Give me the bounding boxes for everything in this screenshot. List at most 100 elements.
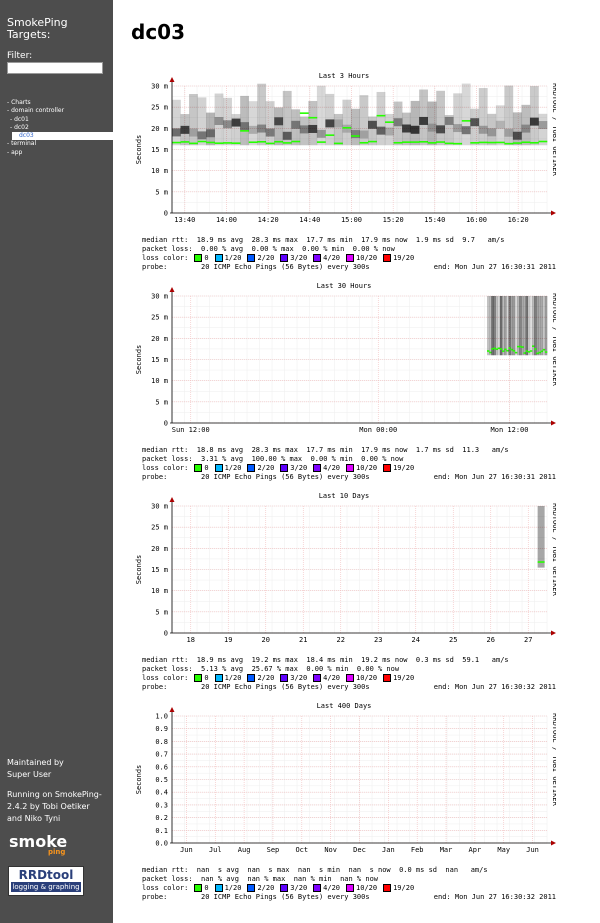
- smoke-band: [525, 296, 529, 356]
- loss-color-swatch-label: 1/20: [224, 254, 242, 262]
- median-mark: [497, 347, 501, 350]
- median-mark: [487, 141, 497, 144]
- menu-item-app[interactable]: - app: [7, 148, 23, 156]
- y-tick-label: 0: [164, 630, 168, 638]
- median-rtt-line: median rtt: 18.8 ms avg 28.3 ms max 17.7…: [142, 446, 509, 454]
- smoke-band: [427, 123, 437, 132]
- sidebar-title: SmokePing Targets:: [7, 17, 68, 41]
- x-tick-label: 15:20: [383, 216, 404, 224]
- median-mark: [257, 140, 267, 143]
- median-mark: [410, 141, 420, 143]
- smoke-band: [497, 296, 501, 356]
- menu-item-domain-controller[interactable]: - domain controller: [7, 107, 65, 115]
- smoke-band: [206, 129, 215, 138]
- median-mark: [291, 140, 301, 143]
- x-axis-arrow: [551, 630, 556, 636]
- packet-loss-line: packet loss: 3.31 % avg 100.00 % max 0.0…: [142, 455, 404, 463]
- smoke-band: [240, 122, 250, 131]
- y-tick-label: 0.9: [155, 725, 168, 733]
- x-tick-label: 23: [374, 636, 382, 644]
- smoke-band: [427, 101, 437, 146]
- x-axis-arrow: [551, 210, 556, 216]
- median-mark: [502, 350, 505, 352]
- smoke-band: [197, 97, 207, 146]
- y-tick-label: 30 m: [151, 83, 168, 91]
- y-tick-label: 0.7: [155, 751, 168, 759]
- x-tick-label: Mon 00:00: [359, 426, 397, 434]
- rrdtool-logo[interactable]: RRDtool logging & graphing: [8, 866, 84, 896]
- median-mark: [540, 350, 544, 353]
- filter-input[interactable]: [7, 62, 103, 74]
- median-mark: [189, 142, 198, 145]
- loss-color-swatch: [383, 464, 392, 472]
- menu-item-dc03[interactable]: dc03: [12, 132, 120, 141]
- smoke-band: [478, 88, 488, 146]
- probe-info: probe: 20 ICMP Echo Pings (56 Bytes) eve…: [142, 473, 370, 481]
- smoke-band: [308, 100, 318, 146]
- x-tick-label: 26: [487, 636, 495, 644]
- smoke-band: [491, 296, 494, 356]
- graph-last-400-days: Last 400 Days Seconds RRDTOOL / TOBI OETIK…: [132, 696, 556, 902]
- x-tick-label: 19: [224, 636, 232, 644]
- loss-color-legend: loss color: 0 1/20 2/20 3/20 4/20 10/20 19/20: [142, 464, 556, 473]
- graph-canvas: Last 10 Days Seconds RRDTOOL / TOBI OETIKE…: [135, 492, 556, 644]
- y-tick-label: 0.4: [155, 789, 168, 797]
- probe-info: probe: 20 ICMP Echo Pings (56 Bytes) eve…: [142, 893, 370, 901]
- smoke-band: [342, 124, 352, 133]
- smoke-band: [512, 112, 522, 146]
- menu-item-charts[interactable]: - Charts: [7, 99, 31, 106]
- smoke-band: [487, 296, 490, 356]
- end-time: end: Mon Jun 27 16:30:31 2011: [433, 263, 556, 271]
- x-tick-label: 22: [337, 636, 345, 644]
- maintainer-name[interactable]: Super User: [7, 770, 52, 779]
- smoke-band: [206, 112, 215, 146]
- median-mark: [514, 351, 518, 354]
- smoke-band: [231, 118, 241, 127]
- smoke-band: [214, 93, 224, 146]
- probe-line: probe: 20 ICMP Echo Pings (56 Bytes) eve…: [142, 683, 556, 692]
- rrdtool-logo-text: RRDtool: [18, 868, 74, 882]
- x-tick-label: Sun 12:00: [172, 426, 210, 434]
- menu-item-dc02[interactable]: - dc02: [10, 123, 29, 131]
- median-mark: [436, 141, 446, 143]
- y-tick-label: 15 m: [151, 356, 168, 364]
- x-tick-label: 18: [187, 636, 195, 644]
- x-tick-label: Mar: [440, 846, 453, 854]
- y-tick-label: 5 m: [155, 608, 168, 616]
- y-axis-label: Seconds: [135, 765, 143, 795]
- packet-loss-line: packet loss: 5.13 % avg 25.67 % max 0.00…: [142, 665, 400, 673]
- loss-color-swatch: [247, 464, 256, 472]
- rrdtool-logo-sub: logging & graphing: [11, 882, 81, 892]
- median-mark: [544, 351, 548, 353]
- loss-color-swatch-label: 0: [204, 674, 209, 682]
- smoke-band: [521, 124, 531, 133]
- loss-color-swatch: [280, 674, 289, 682]
- y-tick-label: 30 m: [151, 503, 168, 511]
- menu-item-terminal[interactable]: - terminal: [7, 140, 37, 148]
- smoke-band: [532, 296, 535, 356]
- smoke-band: [523, 296, 526, 356]
- smoke-band: [402, 124, 411, 133]
- smoke-band: [299, 116, 309, 146]
- median-mark: [376, 114, 386, 117]
- median-mark: [534, 348, 537, 350]
- y-tick-label: 0.2: [155, 814, 168, 822]
- median-mark: [223, 142, 232, 144]
- loss-color-swatch-label: 1/20: [224, 674, 242, 682]
- loss-color-swatch-label: 1/20: [224, 884, 242, 892]
- smoke-band: [504, 85, 514, 146]
- smoke-band: [189, 94, 198, 146]
- graph-title: Last 3 Hours: [319, 72, 370, 80]
- graph-title: Last 30 Hours: [317, 282, 372, 290]
- smoke-band: [214, 117, 224, 126]
- filter-label: Filter:: [7, 51, 33, 61]
- median-mark: [529, 350, 533, 352]
- median-mark: [206, 141, 215, 144]
- median-mark: [214, 142, 224, 144]
- y-tick-label: 10 m: [151, 167, 168, 175]
- smoke-band: [223, 120, 232, 129]
- smokeping-logo[interactable]: smoke ping: [8, 832, 82, 856]
- smoke-band: [223, 97, 232, 146]
- median-mark: [478, 141, 488, 144]
- menu-item-dc01[interactable]: - dc01: [10, 115, 29, 123]
